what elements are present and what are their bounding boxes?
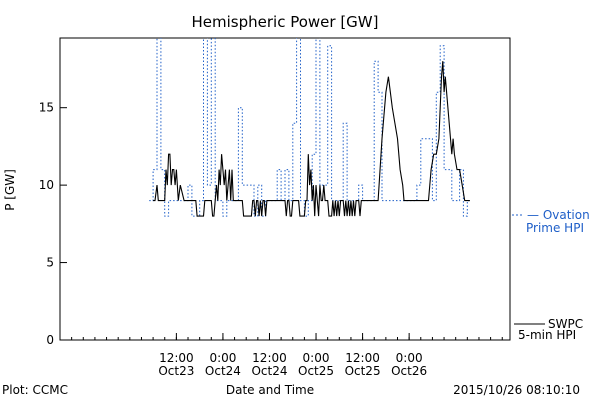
x-axis: 12:00Oct230:00Oct2412:00Oct240:00Oct2512… bbox=[59, 333, 503, 378]
x-tick-label-time: 0:00 bbox=[303, 351, 330, 365]
x-tick-label-date: Oct23 bbox=[158, 364, 194, 378]
x-tick-label-date: Oct25 bbox=[345, 364, 381, 378]
footer-timestamp: 2015/10/26 08:10:10 bbox=[453, 383, 580, 397]
legend-swpc-line1: SWPC bbox=[548, 317, 583, 331]
y-axis-label-group: P [GW] bbox=[3, 169, 17, 211]
y-axis: 0 5 10 15 bbox=[39, 101, 67, 347]
x-tick-label-date: Oct25 bbox=[298, 364, 334, 378]
x-tick-label-time: 12:00 bbox=[159, 351, 194, 365]
series-ovation-prime-hpi bbox=[149, 38, 471, 217]
legend-ovation-line1: — Ovation bbox=[527, 208, 590, 222]
legend: — Ovation Prime HPI SWPC 5-min HPI bbox=[512, 208, 590, 342]
x-axis-label: Date and Time bbox=[226, 383, 314, 397]
series-layer bbox=[149, 38, 471, 217]
y-tick-label: 5 bbox=[46, 256, 54, 270]
legend-swpc-line2: 5-min HPI bbox=[518, 328, 576, 342]
footer-credit: Plot: CCMC bbox=[2, 383, 68, 397]
x-tick-label-date: Oct24 bbox=[251, 364, 287, 378]
plot-frame bbox=[59, 37, 511, 341]
series-swpc-5min-hpi bbox=[153, 61, 470, 217]
chart-title: Hemispheric Power [GW] bbox=[192, 13, 379, 31]
x-tick-label-time: 12:00 bbox=[345, 351, 380, 365]
x-tick-label-date: Oct24 bbox=[205, 364, 241, 378]
x-tick-label-date: Oct26 bbox=[391, 364, 427, 378]
y-tick-label: 0 bbox=[46, 333, 54, 347]
y-axis-label: P [GW] bbox=[3, 169, 17, 211]
x-tick-label-time: 12:00 bbox=[252, 351, 287, 365]
y-tick-label: 10 bbox=[39, 178, 54, 192]
x-tick-label-time: 0:00 bbox=[209, 351, 236, 365]
legend-ovation-line2: Prime HPI bbox=[526, 221, 584, 235]
y-tick-label: 15 bbox=[39, 101, 54, 115]
x-tick-label-time: 0:00 bbox=[396, 351, 423, 365]
